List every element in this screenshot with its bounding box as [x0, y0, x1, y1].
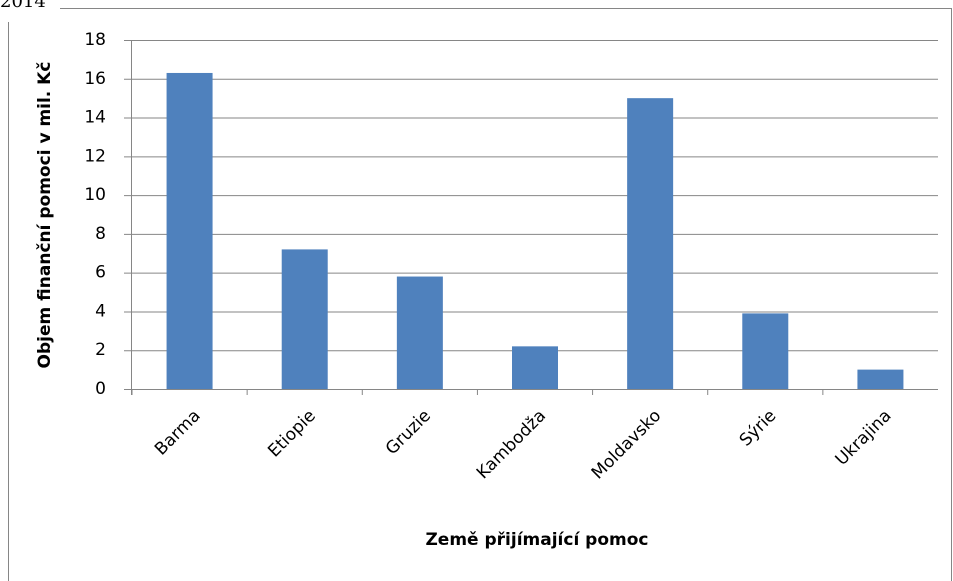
- y-tick-label: 16: [84, 69, 106, 89]
- bar: [627, 98, 674, 390]
- y-tick-label: 2: [95, 340, 106, 360]
- x-axis-title: Země přijímající pomoc: [425, 530, 648, 550]
- x-tick-label: Ukrajina: [832, 406, 896, 470]
- bar: [281, 249, 328, 389]
- bar: [857, 369, 904, 389]
- y-tick-label: 10: [84, 185, 106, 205]
- y-tick-label: 12: [84, 146, 106, 166]
- bar: [396, 276, 443, 389]
- bar: [166, 72, 213, 389]
- y-axis-title: Objem finanční pomoci v mil. Kč: [35, 62, 55, 369]
- x-tick-label: Gruzie: [382, 406, 435, 459]
- x-tick-label: Sýrie: [736, 406, 781, 451]
- y-tick-label: 0: [95, 379, 106, 399]
- bar: [742, 313, 789, 389]
- y-tick-label: 8: [95, 224, 106, 244]
- y-tick-label: 14: [84, 108, 106, 128]
- y-tick-label: 4: [95, 301, 106, 321]
- x-tick-label: Etiopie: [264, 406, 320, 462]
- chart-frame: [8, 8, 952, 581]
- x-tick-label: Kambodža: [473, 406, 550, 483]
- y-tick-label: 6: [95, 263, 106, 283]
- y-tick-label: 18: [84, 30, 106, 50]
- page-note: 2014: [0, 0, 46, 12]
- x-tick-label: Barma: [151, 406, 205, 460]
- bar: [512, 346, 558, 389]
- x-tick-label: Moldavsko: [588, 406, 665, 483]
